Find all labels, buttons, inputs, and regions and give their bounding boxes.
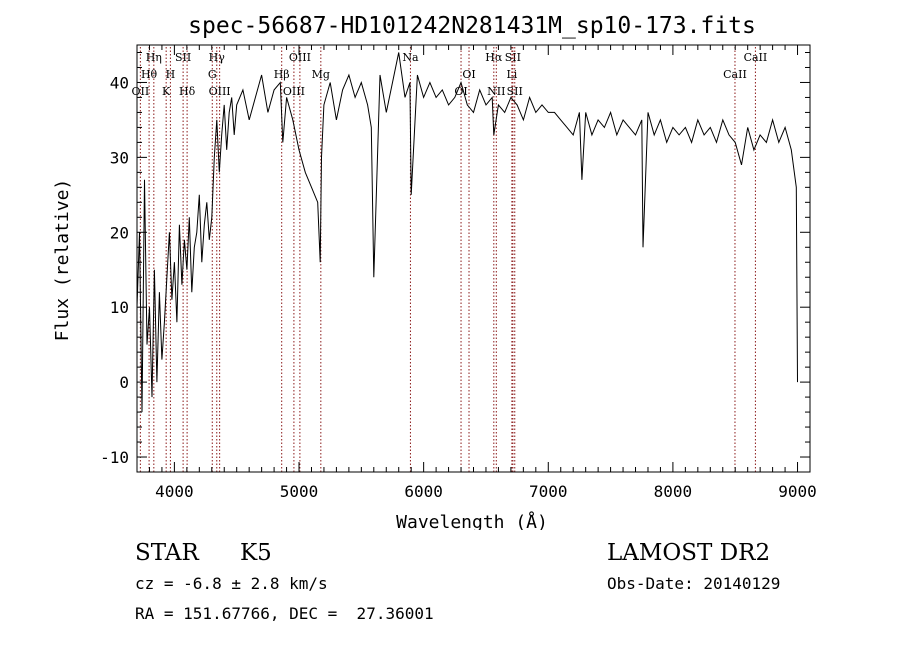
object-class: STAR (135, 540, 199, 566)
line-marker-label: Hθ (141, 68, 158, 81)
spectrum-line (136, 52, 798, 413)
y-tick-label: 0 (119, 373, 129, 392)
x-tick-label: 7000 (529, 482, 568, 501)
x-axis-ticks: 4000 5000 6000 7000 8000 9000 (136, 45, 817, 501)
plot-frame (136, 44, 811, 473)
line-marker-label: OIII (283, 85, 305, 98)
line-marker-label: Mg (312, 68, 330, 81)
line-marker-label: NII (487, 85, 505, 98)
line-marker-label: OIII (289, 51, 311, 64)
line-marker-label: SII (507, 85, 523, 98)
line-marker-label: OII (132, 85, 150, 98)
line-marker-label: Li (506, 68, 517, 81)
x-axis-label: Wavelength (Å) (396, 511, 548, 530)
line-marker-label: OIII (209, 85, 231, 98)
line-marker-label: CaII (744, 51, 768, 64)
redshift-velocity: cz = -6.8 ± 2.8 km/s (135, 574, 328, 593)
line-marker-label: Na (402, 51, 419, 64)
x-tick-label: 5000 (280, 482, 319, 501)
line-marker-label: Hγ (209, 51, 226, 64)
x-tick-label: 8000 (654, 482, 693, 501)
y-tick-label: -10 (100, 448, 129, 467)
object-subclass: K5 (240, 540, 272, 566)
x-tick-label: 9000 (778, 482, 817, 501)
y-tick-label: 10 (110, 298, 129, 317)
line-marker-label: SII (175, 51, 191, 64)
line-marker-label: G (208, 68, 217, 81)
y-tick-label: 20 (110, 223, 129, 242)
line-marker-label: H (166, 68, 176, 81)
line-marker-label: OI (454, 85, 467, 98)
line-marker-label: CaII (723, 68, 747, 81)
observation-date: Obs-Date: 20140129 (607, 574, 781, 593)
survey-name: LAMOST DR2 (607, 540, 771, 566)
y-tick-label: 40 (110, 73, 129, 92)
coordinates: RA = 151.67766, DEC = 27.36001 (135, 604, 434, 623)
x-tick-label: 6000 (404, 482, 443, 501)
line-marker-label: Hα (485, 51, 503, 64)
chart-title: spec-56687-HD101242N281431M_sp10-173.fit… (188, 13, 756, 39)
line-marker-label: K (162, 85, 171, 98)
y-tick-label: 30 (110, 148, 129, 167)
line-marker-label: OI (462, 68, 475, 81)
line-marker-label: Hδ (179, 85, 196, 98)
line-marker-label: SII (505, 51, 521, 64)
x-tick-label: 4000 (155, 482, 194, 501)
line-marker-label: Hη (146, 51, 162, 64)
y-axis-label: Flux (relative) (52, 179, 73, 342)
spectrum-chart: spec-56687-HD101242N281431M_sp10-173.fit… (52, 13, 817, 530)
line-marker-label: Hβ (274, 68, 290, 81)
y-axis-ticks: -10 0 10 20 30 40 (100, 51, 810, 473)
